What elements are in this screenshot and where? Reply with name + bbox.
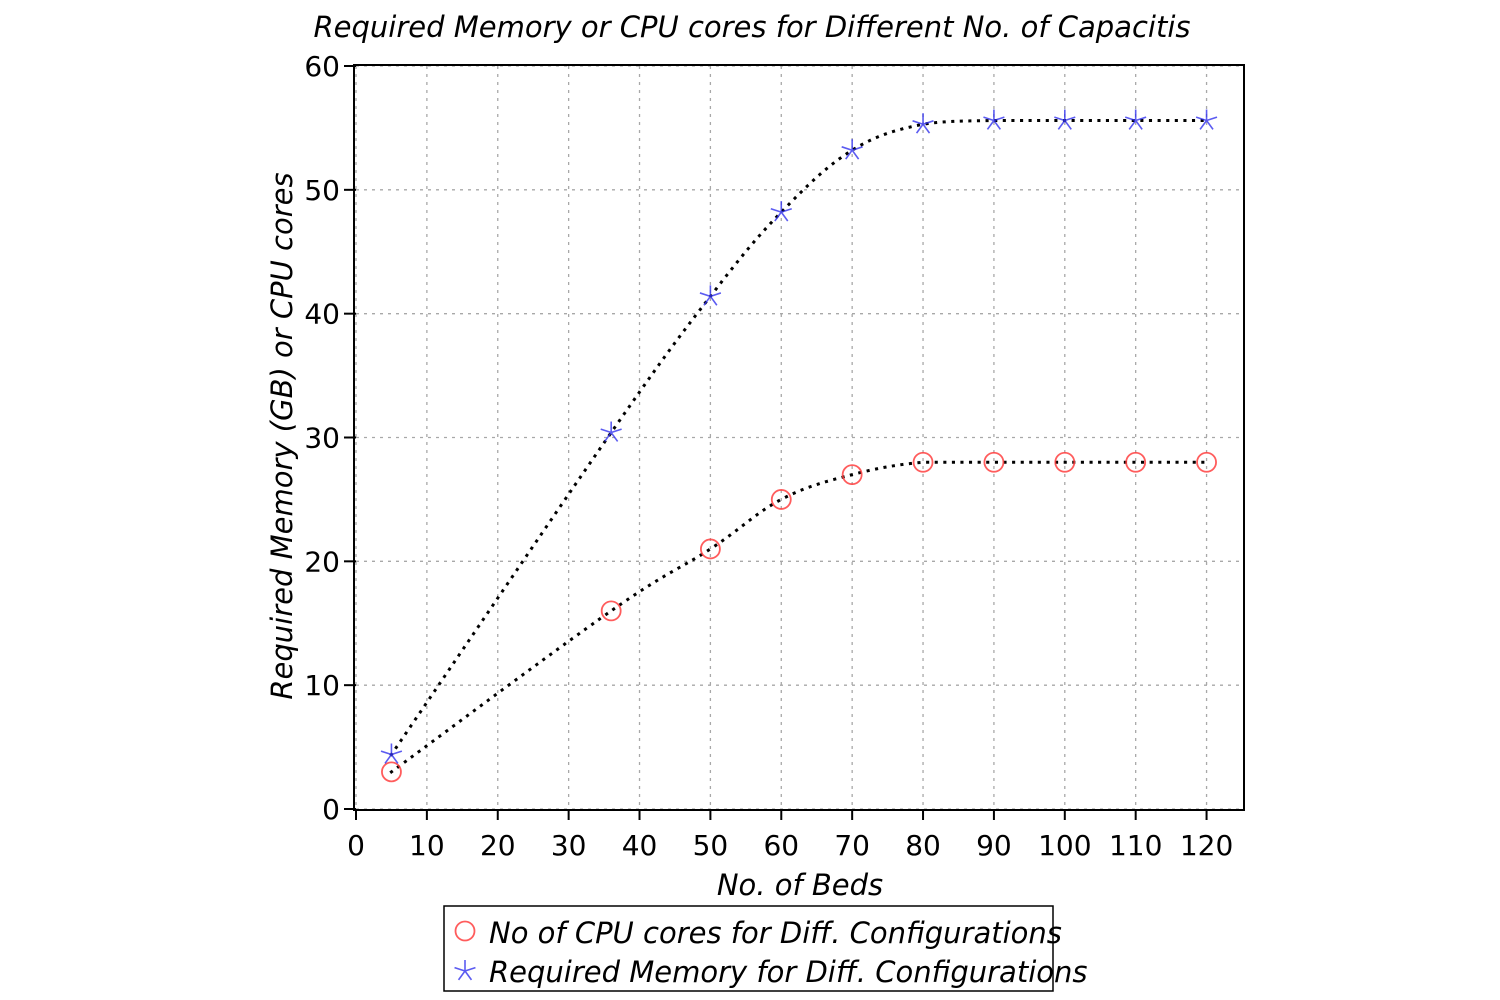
y-tick-label: 50 <box>304 174 340 207</box>
x-tick-label: 120 <box>1180 829 1233 862</box>
x-tick-label: 100 <box>1038 829 1091 862</box>
data-point-cpu <box>1054 451 1076 473</box>
data-point-cpu <box>770 489 792 510</box>
data-point-cpu <box>381 761 402 783</box>
data-point-cpu <box>1196 451 1217 473</box>
series-line-cpu <box>389 460 1209 774</box>
legend: No of CPU cores for Diff. Configurations… <box>443 905 1087 992</box>
legend-marker-circle <box>454 920 476 942</box>
x-tick-label: 90 <box>976 829 1012 862</box>
data-point-memory <box>1124 109 1147 130</box>
data-point-memory <box>983 109 1005 130</box>
x-tick-label: 60 <box>763 829 799 862</box>
y-tick-label: 0 <box>322 793 340 826</box>
data-point-cpu <box>700 538 721 560</box>
legend-circle-icon <box>454 920 476 942</box>
legend-label-cpu: No of CPU cores for Diff. Configurations <box>489 916 1062 950</box>
data-point-memory <box>600 421 622 442</box>
data-point-cpu <box>600 600 622 622</box>
series-line-memory <box>389 118 1209 757</box>
y-tick-label: 30 <box>304 422 340 455</box>
x-tick-label: 0 <box>347 829 365 862</box>
y-tick-label: 20 <box>304 545 340 578</box>
data-point-memory <box>699 285 722 306</box>
grid <box>355 65 1242 810</box>
legend-box <box>443 905 1054 992</box>
chart-title: Required Memory or CPU cores for Differe… <box>314 10 1191 44</box>
data-point-cpu <box>1125 451 1147 473</box>
y-tick-label: 40 <box>304 298 340 331</box>
x-tick-label: 110 <box>1109 829 1162 862</box>
x-tick-label: 40 <box>622 829 658 862</box>
data-point-memory <box>1054 109 1076 130</box>
data-point-memory <box>841 139 863 160</box>
series-lines <box>389 118 1209 774</box>
legend-label-memory: Required Memory for Diff. Configurations <box>489 955 1087 989</box>
legend-marker-star <box>454 960 476 981</box>
data-point-cpu <box>841 464 863 486</box>
y-tick-label: 60 <box>304 50 340 83</box>
x-tick-label: 50 <box>693 829 729 862</box>
data-point-cpu <box>912 451 934 473</box>
y-axis-ticks: 0 10 20 30 40 50 60 <box>304 50 356 826</box>
data-point-cpu <box>983 451 1005 473</box>
y-tick-label: 10 <box>304 669 340 702</box>
x-tick-label: 20 <box>480 829 516 862</box>
data-point-memory <box>770 201 792 222</box>
series-markers <box>380 109 1218 783</box>
x-tick-label: 80 <box>905 829 941 862</box>
legend-star-icon <box>454 960 476 981</box>
data-point-memory <box>912 113 934 134</box>
x-tick-label: 10 <box>409 829 445 862</box>
data-point-memory <box>1195 109 1218 130</box>
x-axis-ticks: 0 10 20 30 40 50 60 70 80 90 100 110 120 <box>347 809 1233 862</box>
x-axis-label: No. of Beds <box>717 868 883 902</box>
data-point-memory <box>380 743 403 764</box>
x-tick-label: 30 <box>551 829 587 862</box>
y-axis-label: Required Memory (GB) or CPU cores <box>265 172 299 699</box>
x-tick-label: 70 <box>834 829 870 862</box>
